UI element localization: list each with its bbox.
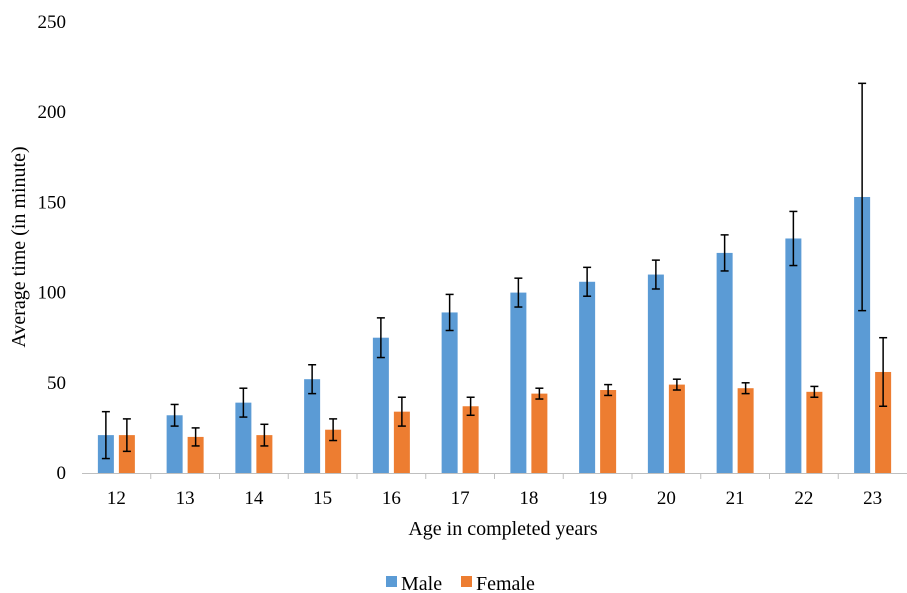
y-tick-label: 0 bbox=[57, 463, 67, 484]
bar-female-14 bbox=[256, 435, 273, 473]
error-bar-male-19 bbox=[583, 266, 592, 297]
bar-female-17 bbox=[462, 406, 479, 473]
x-tick-label: 14 bbox=[244, 488, 264, 509]
error-bar-female-15 bbox=[329, 418, 338, 442]
x-tick-label: 21 bbox=[726, 488, 745, 509]
legend-swatch bbox=[461, 576, 472, 587]
bar-female-18 bbox=[531, 393, 548, 473]
error-bars bbox=[101, 82, 888, 460]
legend: Male Female bbox=[386, 573, 535, 593]
error-bar-female-21 bbox=[741, 382, 750, 395]
y-tick-label: 100 bbox=[38, 283, 67, 304]
y-tick-label: 200 bbox=[38, 102, 67, 123]
error-bar-male-17 bbox=[445, 293, 454, 332]
bar-male-22 bbox=[785, 238, 802, 473]
bar-female-20 bbox=[668, 384, 685, 473]
error-bar-female-23 bbox=[879, 336, 888, 408]
error-bar-male-15 bbox=[308, 364, 317, 395]
error-bar-male-21 bbox=[720, 234, 729, 272]
error-bar-female-16 bbox=[397, 396, 406, 427]
error-bar-female-22 bbox=[810, 385, 819, 398]
legend-item-male: Male bbox=[386, 573, 442, 593]
error-bar-male-18 bbox=[514, 277, 523, 308]
error-bar-female-14 bbox=[260, 423, 269, 447]
bar-male-21 bbox=[716, 252, 733, 473]
x-axis-title: Age in completed years bbox=[408, 518, 598, 540]
legend-item-female: Female bbox=[461, 573, 535, 593]
y-tick-label: 250 bbox=[38, 12, 67, 33]
bar-male-19 bbox=[579, 281, 596, 473]
error-bar-male-20 bbox=[651, 259, 660, 290]
bar-male-17 bbox=[441, 312, 458, 473]
x-tick-label: 23 bbox=[863, 488, 882, 509]
error-bar-male-22 bbox=[789, 210, 798, 267]
bar-male-20 bbox=[647, 274, 664, 473]
bar-male-15 bbox=[304, 379, 321, 473]
bar-male-16 bbox=[372, 337, 389, 473]
bar-female-16 bbox=[393, 411, 410, 473]
bar-male-13 bbox=[166, 415, 183, 473]
bar-male-18 bbox=[510, 292, 527, 473]
bar-male-14 bbox=[235, 402, 252, 473]
y-axis-title: Average time (in minute) bbox=[8, 146, 30, 347]
error-bar-male-13 bbox=[170, 403, 179, 427]
x-axis-ticks: 12 13 14 15 16 17 18 19 20 21 22 23 bbox=[107, 473, 882, 509]
bar-female-22 bbox=[806, 391, 823, 473]
bar-male-23 bbox=[854, 196, 871, 473]
x-tick-label: 18 bbox=[519, 488, 538, 509]
bars bbox=[97, 196, 892, 473]
error-bar-female-12 bbox=[122, 418, 131, 453]
bar-female-21 bbox=[737, 388, 754, 473]
error-bar-male-23 bbox=[858, 82, 867, 312]
bar-female-12 bbox=[118, 435, 135, 473]
x-tick-label: 13 bbox=[176, 488, 195, 509]
x-tick-label: 12 bbox=[107, 488, 126, 509]
x-tick-label: 19 bbox=[588, 488, 607, 509]
error-bar-male-14 bbox=[239, 387, 248, 418]
x-tick-label: 20 bbox=[657, 488, 676, 509]
error-bar-male-12 bbox=[101, 410, 110, 460]
x-tick-label: 22 bbox=[794, 488, 813, 509]
y-axis-ticks: 0 50 100 150 200 250 bbox=[38, 12, 67, 484]
error-bar-female-19 bbox=[604, 383, 613, 397]
x-tick-label: 16 bbox=[382, 488, 401, 509]
legend-label: Female bbox=[476, 573, 535, 593]
bar-female-19 bbox=[600, 390, 617, 473]
y-tick-label: 150 bbox=[38, 192, 67, 213]
legend-swatch bbox=[386, 576, 397, 587]
error-bar-female-20 bbox=[672, 378, 681, 391]
legend-label: Male bbox=[401, 573, 442, 593]
error-bar-female-18 bbox=[535, 387, 544, 400]
x-tick-label: 15 bbox=[313, 488, 332, 509]
x-tick-label: 17 bbox=[451, 488, 470, 509]
y-tick-label: 50 bbox=[47, 373, 66, 394]
error-bar-male-16 bbox=[376, 317, 385, 359]
error-bar-female-17 bbox=[466, 396, 475, 417]
bar-female-23 bbox=[875, 371, 892, 473]
error-bar-female-13 bbox=[191, 427, 200, 447]
